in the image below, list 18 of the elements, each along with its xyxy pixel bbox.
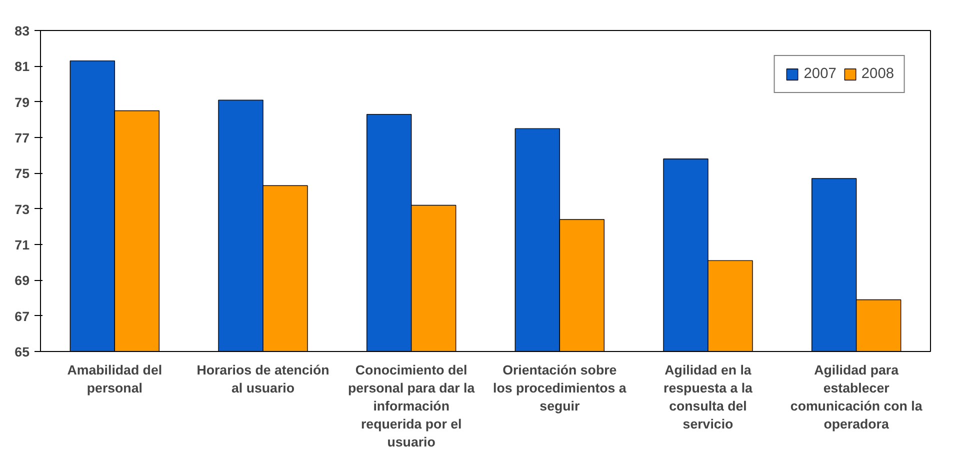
y-tick-label: 65 — [14, 344, 30, 360]
y-tick-label: 71 — [14, 238, 30, 252]
x-tick-label: Orientación sobre los procedimientos a seguir — [493, 362, 627, 414]
y-tick-label: 81 — [14, 59, 30, 74]
x-tick-label: Agilidad para establecer comunicación con la operadora — [790, 362, 923, 432]
y-tick-label: 67 — [14, 308, 30, 324]
x-tick-label: Agilidad en la respuesta a la consulta del servicio — [664, 362, 754, 432]
y-tick-label: 83 — [14, 24, 30, 38]
y-tick-label: 77 — [14, 130, 30, 146]
y-tick-label: 79 — [14, 94, 30, 110]
x-tick-label: Amabilidad del personal — [67, 362, 162, 396]
y-tick-label: 69 — [14, 273, 30, 288]
x-tick-label: Horarios de atención al usuario — [196, 362, 330, 396]
legend-label: 2007 — [804, 66, 836, 82]
y-tick-label: 75 — [14, 166, 30, 182]
x-tick-label: Conocimiento del personal para dar la información requerida por el usuario — [348, 362, 476, 450]
y-tick-label: 73 — [14, 202, 30, 217]
legend-label: 2008 — [861, 66, 894, 82]
